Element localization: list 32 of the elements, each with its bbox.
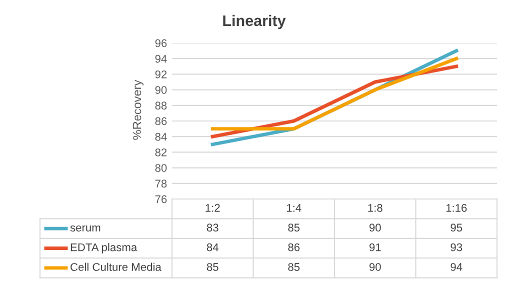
y-tick-label: 76 (155, 195, 167, 204)
y-tick-label: 82 (155, 148, 167, 156)
x-tick-label: 1:4 (287, 204, 302, 212)
data-label: 94 (450, 263, 462, 271)
data-label: 95 (450, 224, 462, 232)
y-tick-label: 78 (155, 180, 167, 188)
y-tick-label: 92 (155, 70, 167, 78)
data-label: 93 (450, 243, 462, 252)
legend-label: Cell Culture Media (70, 262, 162, 271)
data-label: 85 (206, 263, 218, 271)
data-label: 91 (369, 243, 381, 252)
y-tick-label: 88 (155, 102, 167, 110)
y-tick-label: 80 (155, 164, 167, 172)
data-label: 84 (206, 243, 218, 252)
y-tick-label: 96 (155, 39, 167, 48)
x-tick-label: 1:16 (446, 204, 467, 212)
legend-label: EDTA plasma (70, 243, 138, 254)
legend-label: serum (70, 225, 100, 232)
y-tick-label: 90 (155, 86, 167, 94)
data-label: 83 (206, 224, 218, 232)
x-tick-label: 1:8 (368, 204, 382, 212)
data-label: 86 (288, 243, 300, 252)
data-label: 85 (288, 224, 300, 232)
chart-title: Linearity (223, 14, 286, 30)
data-label: 90 (369, 263, 381, 271)
data-label: 90 (369, 224, 381, 232)
y-tick-label: 84 (155, 132, 167, 141)
y-tick-label: 94 (155, 54, 167, 63)
y-tick-label: 86 (155, 117, 167, 126)
x-tick-label: 1:2 (206, 204, 220, 212)
data-label: 85 (288, 263, 300, 271)
y-axis-title: %Recovery (132, 80, 144, 140)
